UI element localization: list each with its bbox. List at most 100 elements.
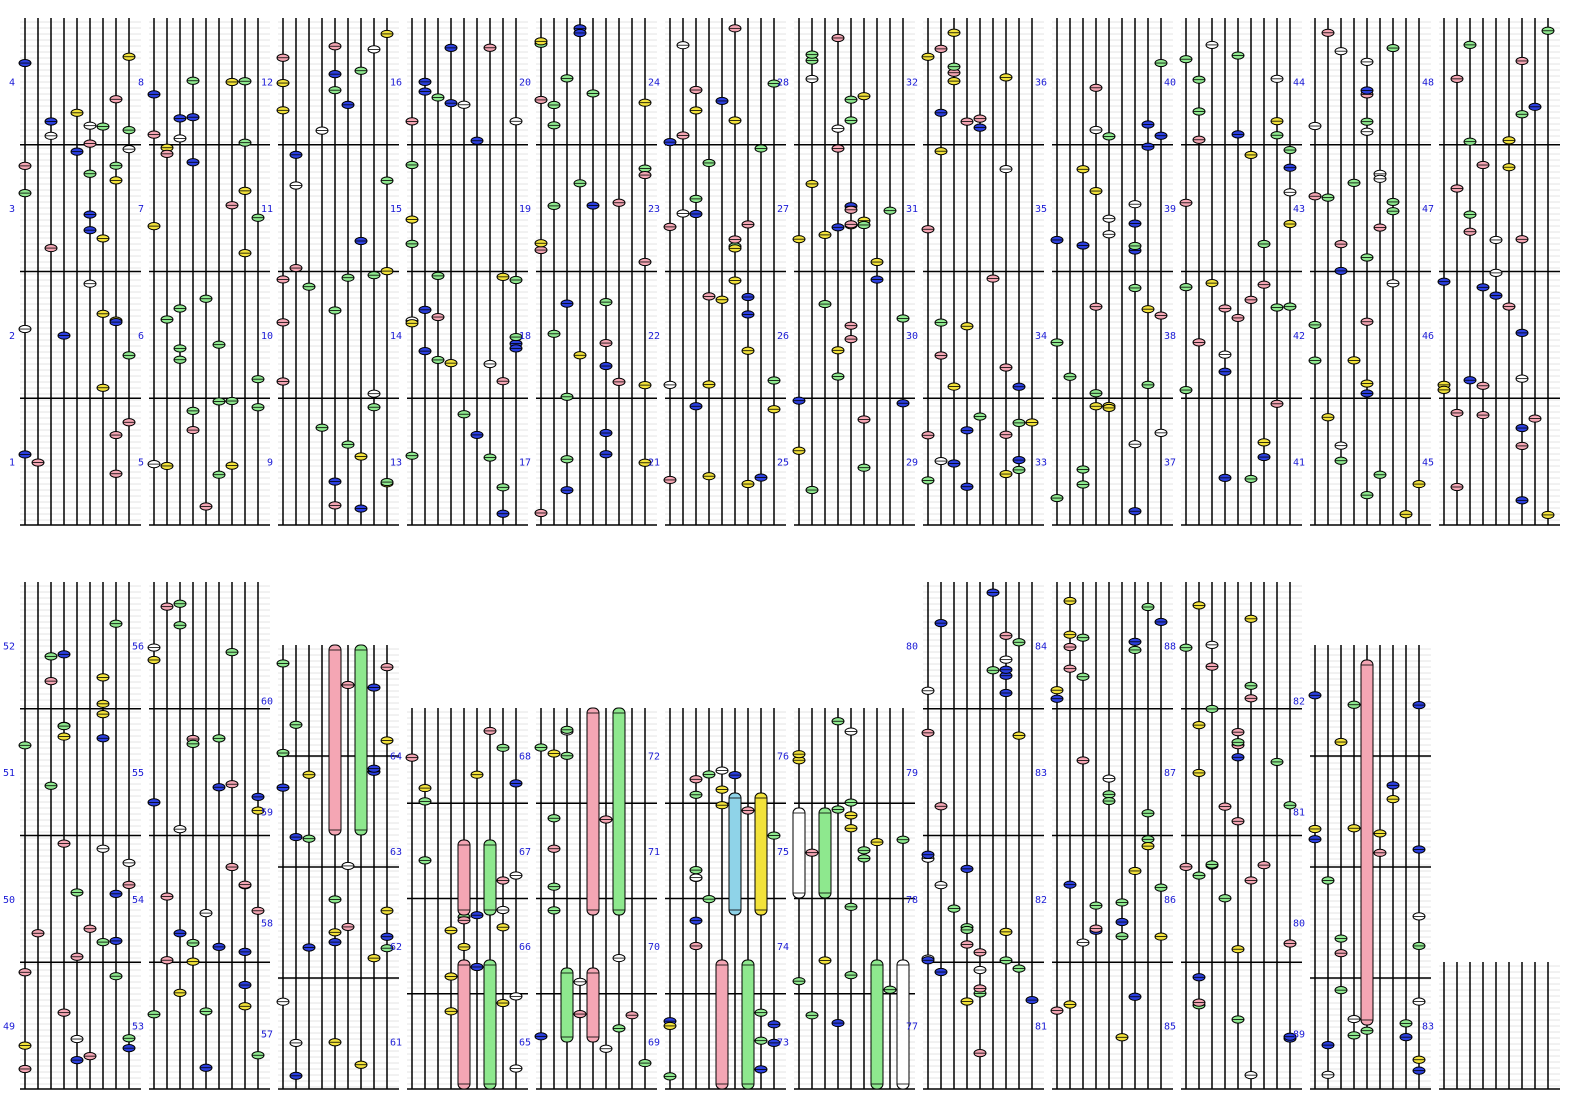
measure-number: 2 [9,331,15,342]
measure-number: 63 [390,847,402,858]
measure-number: 73 [777,1037,789,1048]
measure-number: 86 [1164,895,1176,906]
hold-note [818,807,832,899]
measure-number: 8 [138,77,144,88]
hold-note [754,792,768,916]
measure-number: 17 [519,458,531,469]
measure-number: 27 [777,204,789,215]
measure-number: 70 [648,942,660,953]
measure-number: 5 [138,458,144,469]
measure-number: 81 [1035,1022,1047,1033]
measure-number: 38 [1164,331,1176,342]
measure-number: 21 [648,458,660,469]
measure-number: 51 [3,768,15,779]
measure-number: 66 [519,942,531,953]
measure-number: 82 [1035,895,1047,906]
measure-number: 10 [261,331,273,342]
hold-note [612,707,626,916]
measure-number: 13 [390,458,402,469]
measure-number: 1 [9,458,15,469]
measure-number: 59 [261,808,273,819]
measure-number: 15 [390,204,402,215]
measure-number: 40 [1164,77,1176,88]
measure-number: 85 [1164,1022,1176,1033]
measure-number: 61 [390,1037,402,1048]
measure-number: 54 [132,895,144,906]
measure-number: 69 [648,1037,660,1048]
hold-note [870,959,884,1090]
measure-number: 11 [261,204,273,215]
measure-number: 34 [1035,331,1047,342]
measure-number: 84 [1035,641,1047,652]
measure-number: 64 [390,752,402,763]
measure-number: 78 [906,895,918,906]
measure-number: 14 [390,331,402,342]
measure-number: 29 [906,458,918,469]
measure-number: 16 [390,77,402,88]
hold-note [586,707,600,916]
measure-number: 41 [1293,458,1305,469]
measure-number: 81 [1293,808,1305,819]
measure-number: 20 [519,77,531,88]
hold-note [457,839,471,916]
measure-number: 48 [1422,77,1434,88]
hold-note [354,644,368,836]
hold-note [586,967,600,1043]
measure-number: 19 [519,204,531,215]
measure-number: 43 [1293,204,1305,215]
measure-number: 46 [1422,331,1434,342]
hold-note [728,792,742,916]
measure-number: 44 [1293,77,1305,88]
measure-number: 18 [519,331,531,342]
measure-number: 77 [906,1022,918,1033]
measure-number: 82 [1293,697,1305,708]
hold-note [715,959,729,1090]
measure-number: 33 [1035,458,1047,469]
hold-note [560,967,574,1043]
measure-number: 83 [1035,768,1047,779]
measure-number: 74 [777,942,789,953]
measure-number: 30 [906,331,918,342]
hold-note [328,644,342,836]
measure-number: 57 [261,1030,273,1041]
measure-number: 65 [519,1037,531,1048]
measure-number: 53 [132,1022,144,1033]
measure-number: 62 [390,942,402,953]
measure-number: 45 [1422,458,1434,469]
measure-number: 80 [906,641,918,652]
measure-number: 55 [132,768,144,779]
measure-number: 32 [906,77,918,88]
measure-number: 49 [3,1022,15,1033]
measure-number: 6 [138,331,144,342]
measure-number: 80 [1293,919,1305,930]
measure-number: 58 [261,919,273,930]
measure-number: 75 [777,847,789,858]
measure-number: 89 [1293,1030,1305,1041]
measure-number: 25 [777,458,789,469]
measure-number: 47 [1422,204,1434,215]
measure-number: 87 [1164,768,1176,779]
measure-number: 52 [3,641,15,652]
measure-number: 79 [906,768,918,779]
measure-number: 56 [132,641,144,652]
measure-number: 37 [1164,458,1176,469]
hold-note [741,959,755,1090]
measure-number: 39 [1164,204,1176,215]
measure-number: 42 [1293,331,1305,342]
measure-number: 12 [261,77,273,88]
hold-note [483,839,497,916]
measure-number: 24 [648,77,660,88]
measure-number: 88 [1164,641,1176,652]
hold-note [483,959,497,1090]
measure-number: 28 [777,77,789,88]
measure-number: 83 [1422,1022,1434,1033]
hold-note [457,959,471,1090]
measure-number: 76 [777,752,789,763]
measure-number: 71 [648,847,660,858]
measure-number: 3 [9,204,15,215]
measure-number: 23 [648,204,660,215]
measure-number: 60 [261,697,273,708]
measure-number: 7 [138,204,144,215]
